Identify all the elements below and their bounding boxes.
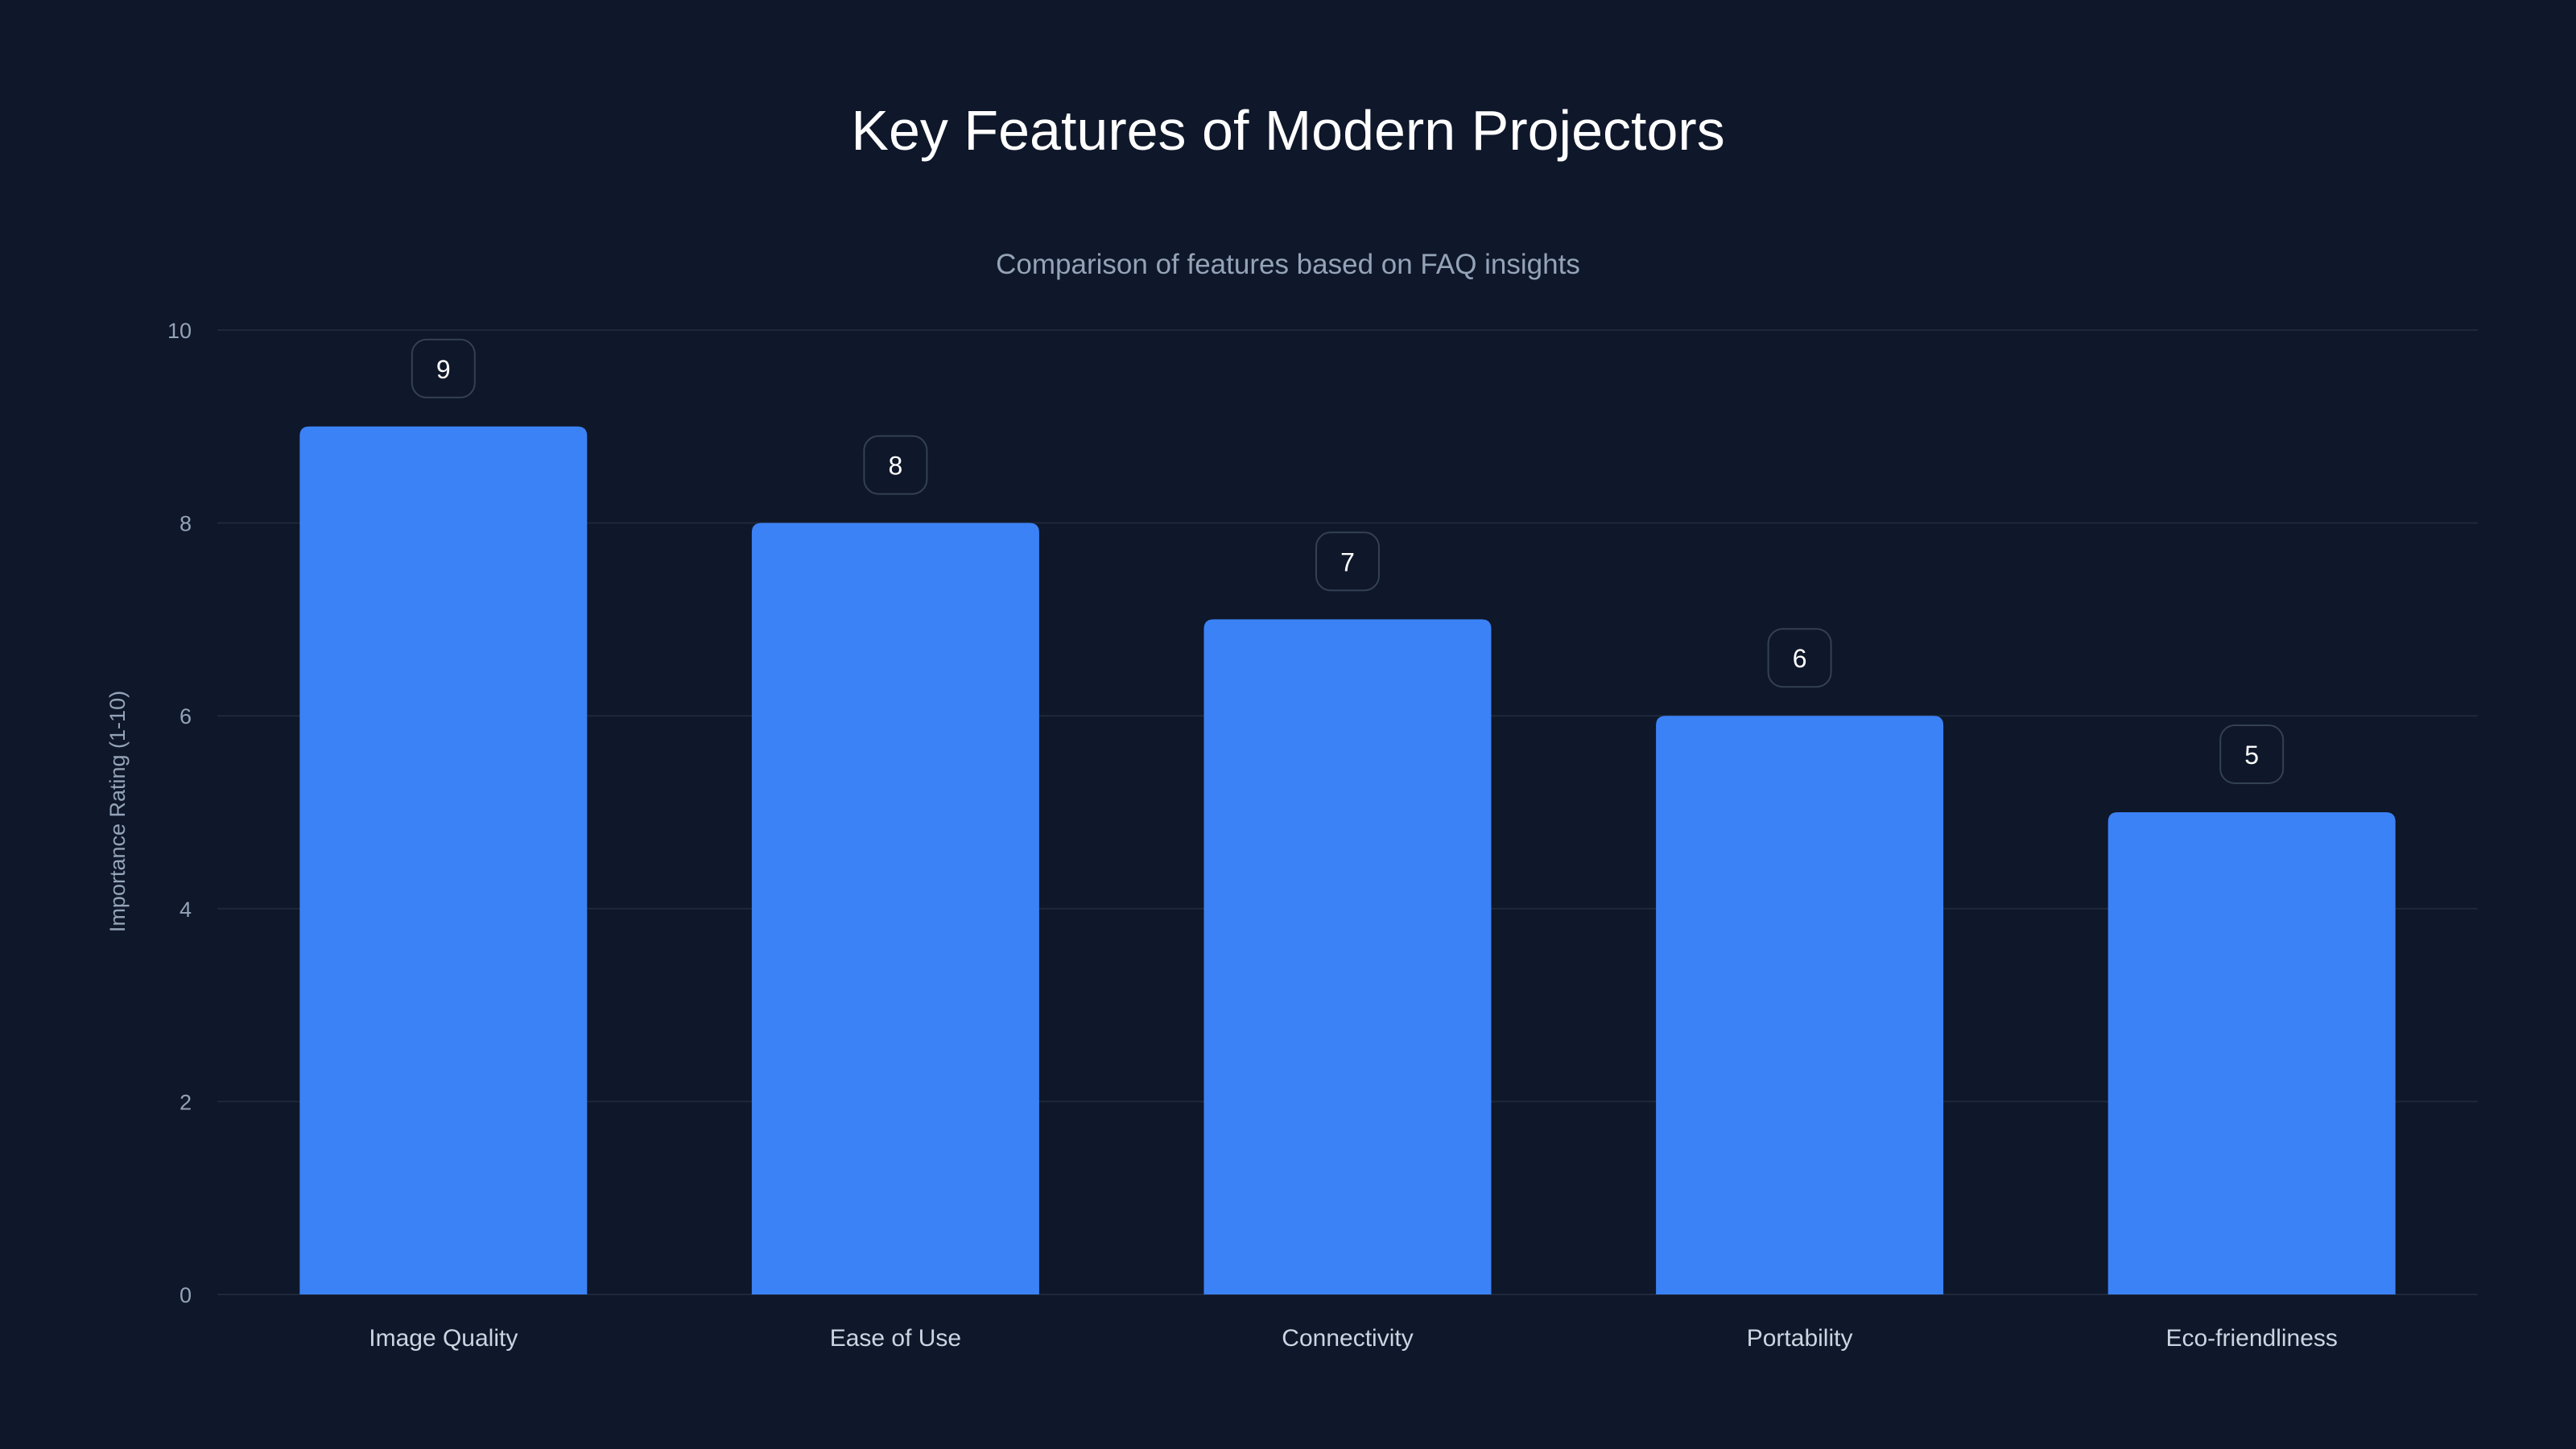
y-tick-label: 0 [180,1283,192,1307]
bar [751,522,1039,1294]
data-label-box [1315,531,1380,592]
x-tick-label: Connectivity [1282,1325,1413,1352]
data-label-box [863,435,928,495]
y-tick-label: 4 [180,898,192,922]
data-label: 6 [1793,644,1807,673]
data-label: 8 [889,452,903,481]
x-tick-label: Eco-friendliness [2165,1325,2337,1352]
bar [1203,619,1492,1294]
y-tick-label: 8 [180,512,192,536]
bar [1656,716,1944,1294]
y-tick-label: 2 [180,1090,192,1114]
data-label-box [2219,724,2285,784]
data-label: 7 [1340,547,1355,576]
data-label-box [411,338,476,398]
bar [2107,812,2396,1294]
y-axis-label: Importance Rating (1-10) [105,691,130,932]
bar [299,426,588,1294]
x-tick-label: Portability [1747,1325,1853,1352]
data-label: 5 [2244,741,2259,770]
chart-subtitle: Comparison of features based on FAQ insi… [996,249,1580,280]
x-tick-label: Image Quality [369,1325,518,1352]
y-tick-label: 6 [180,704,192,729]
data-label-box [1767,628,1832,688]
chart-title: Key Features of Modern Projectors [851,99,1724,162]
x-tick-label: Ease of Use [830,1325,961,1352]
y-tick-label: 10 [167,319,192,343]
data-label: 9 [436,355,451,384]
